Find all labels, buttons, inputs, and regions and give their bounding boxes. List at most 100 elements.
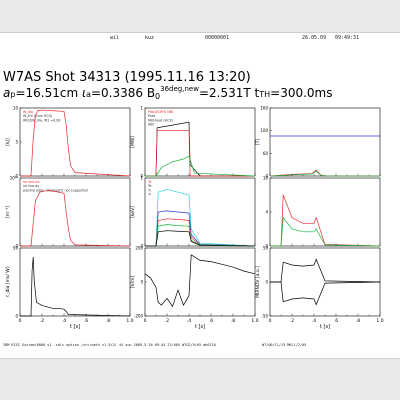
ap-value: 16.51cm xyxy=(25,86,79,100)
x-tick-label: 1.0 xyxy=(126,318,133,324)
x-tick-label: 0 xyxy=(269,318,272,324)
x-tick-label: .2 xyxy=(40,318,44,324)
series-ti0 xyxy=(145,218,256,247)
iota-sub: a xyxy=(86,90,91,99)
x-tick-label: .8 xyxy=(106,318,110,324)
series-er xyxy=(144,254,256,308)
series-p-nbi xyxy=(145,130,255,177)
y-tick-label: 1 xyxy=(140,176,143,181)
report-sheet xyxy=(0,32,400,359)
y-tick-label: 0 xyxy=(15,244,18,249)
series-te1 xyxy=(145,210,256,247)
x-tick-label: .6 xyxy=(334,318,338,324)
legend-entry: Te xyxy=(147,180,151,184)
legend-entry: ne line-int xyxy=(23,180,40,184)
y-tick-label: 1 xyxy=(140,106,143,111)
y-tick-label: 4 xyxy=(265,210,268,215)
tth-value: 300.0ms xyxy=(280,86,333,100)
x-tick-label: 0 xyxy=(144,318,147,324)
panel-frame xyxy=(144,177,256,247)
y-tick-label: 200 xyxy=(135,246,143,251)
y-axis-label: MIRNOV [a.u.] xyxy=(255,266,261,298)
panel-frame xyxy=(269,177,381,247)
x-tick-label: .6 xyxy=(84,318,88,324)
y-tick-label: 10 xyxy=(13,106,19,111)
x-tick-label: 1.0 xyxy=(376,318,383,324)
y-tick-label: -50 xyxy=(261,314,268,319)
series-te2 xyxy=(145,230,256,247)
legend-entry: Ptot(ECRH) NBI xyxy=(148,110,173,114)
y-axis-label: [T] xyxy=(255,139,261,146)
b0-value: 2.531T xyxy=(209,86,251,100)
legend-entry: Ti xyxy=(147,193,151,197)
y-axis-label: [kJ] xyxy=(5,138,11,146)
x-tick-label: 0 xyxy=(19,318,22,324)
y-tick-label: 0 xyxy=(265,174,268,179)
tth-sub: TH xyxy=(259,90,271,99)
shot-title: W7AS Shot 34313 (1995.11.16 13:20) xyxy=(3,70,251,85)
y-tick-label: 100 xyxy=(260,128,268,133)
parameter-line: ap=16.51cm ιa=0.3386 B036deg,new=2.531T … xyxy=(3,85,333,101)
y-tick-label: 0 xyxy=(140,280,143,285)
y-tick-label: -200 xyxy=(134,314,144,319)
y-tick-label: 160 xyxy=(260,106,268,111)
series-mirnov-bot xyxy=(270,281,381,306)
x-axis-label: t [s] xyxy=(320,324,330,330)
iota-symbol: ι xyxy=(81,86,87,100)
y-tick-label: 0 xyxy=(140,244,143,249)
y-tick-label: 5 xyxy=(15,140,18,145)
b0-tag: 36deg,new xyxy=(160,85,199,93)
legend-entry: Wtot/W_dia, W1 =0.63 xyxy=(23,118,61,122)
legend-entry: W_kin (from HCX) xyxy=(23,114,52,118)
y-tick-label: 0 xyxy=(140,174,143,179)
series-ece2 xyxy=(269,170,380,177)
x-axis-label: t [s] xyxy=(195,324,205,330)
series-n-e xyxy=(20,190,131,247)
panel-frame xyxy=(19,247,131,317)
header-host: kuz xyxy=(145,35,155,41)
legend-entry: NBI xyxy=(148,123,154,127)
y-tick-label: 50 xyxy=(13,246,19,251)
x-tick-label: .4 xyxy=(187,318,191,324)
series-mirnov-top xyxy=(270,258,381,283)
x-tick-label: .2 xyxy=(290,318,294,324)
legend-entry: W_dia xyxy=(23,110,33,114)
legend-entry: Te xyxy=(147,184,151,188)
y-axis-label: [V/m] xyxy=(130,276,136,289)
series-p-rad xyxy=(145,155,256,177)
legend-entry: Prad xyxy=(148,114,155,118)
x-tick-label: .2 xyxy=(165,318,169,324)
x-tick-label: .6 xyxy=(209,318,213,324)
series-w-dia xyxy=(20,109,131,177)
y-tick-label: 0 xyxy=(15,314,18,319)
y-tick-label: 0 xyxy=(15,174,18,179)
panel-frame xyxy=(269,107,381,177)
y-tick-label: 60 xyxy=(263,151,269,156)
x-tick-label: .4 xyxy=(312,318,316,324)
series-h-2 xyxy=(270,216,381,247)
y-tick-label: 50 xyxy=(263,246,269,251)
header-time: 09:49:31 xyxy=(335,35,360,41)
header-date: 26.05.09 xyxy=(302,35,327,41)
ap-sub: p xyxy=(10,90,16,99)
legend-entry: plasma edge: diagnostic not supported xyxy=(23,188,88,192)
series-h- xyxy=(270,194,381,247)
b0-sub: 0 xyxy=(155,92,161,101)
panel-frame xyxy=(144,247,256,317)
y-axis-label: [m⁻³] xyxy=(5,206,11,218)
y-tick-label: 10 xyxy=(263,176,269,181)
legend-entry: ne line-av xyxy=(23,184,39,188)
x-tick-label: .4 xyxy=(62,318,66,324)
y-axis-label: [MW] xyxy=(130,136,136,148)
x-tick-label: .8 xyxy=(231,318,235,324)
header-job: 00000001 xyxy=(205,35,230,41)
series-te0 xyxy=(145,188,256,247)
